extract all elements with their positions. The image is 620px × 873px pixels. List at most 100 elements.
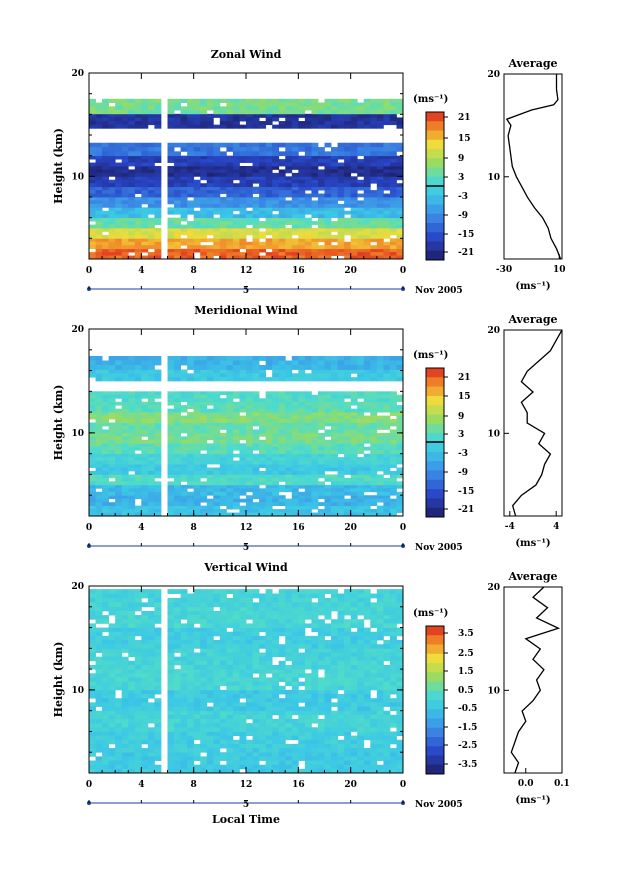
heatmap-cell bbox=[291, 446, 299, 451]
heatmap-cell bbox=[102, 234, 110, 239]
heatmap-cell bbox=[337, 117, 345, 122]
heatmap-cell bbox=[291, 698, 299, 703]
colorbar-segment bbox=[426, 167, 444, 178]
heatmap-cell bbox=[357, 231, 365, 236]
heatmap-cell bbox=[154, 169, 162, 174]
heatmap-cell bbox=[311, 495, 319, 500]
heatmap-cell bbox=[278, 714, 286, 720]
heatmap-cell bbox=[213, 491, 221, 496]
heatmap-cell bbox=[291, 677, 299, 682]
heatmap-cell bbox=[193, 505, 201, 510]
heatmap-cell bbox=[147, 186, 155, 191]
heatmap-cell bbox=[226, 121, 234, 126]
heatmap-cell bbox=[154, 172, 162, 177]
heatmap-cell bbox=[252, 106, 260, 111]
heatmap-cell bbox=[206, 760, 214, 766]
heatmap-cell bbox=[141, 408, 149, 413]
heatmap-cell bbox=[95, 446, 103, 451]
heatmap-cell bbox=[232, 718, 240, 724]
heatmap-cell bbox=[265, 735, 273, 741]
heatmap-cell bbox=[187, 443, 195, 448]
heatmap-cell bbox=[128, 681, 136, 687]
colorbar-segment bbox=[426, 377, 444, 387]
heatmap-cell bbox=[193, 419, 201, 423]
heatmap-cell bbox=[324, 356, 332, 361]
heatmap-cell bbox=[331, 159, 338, 163]
heatmap-cell bbox=[324, 398, 332, 403]
heatmap-cell bbox=[102, 488, 110, 493]
heatmap-cell bbox=[337, 439, 345, 444]
heatmap-cell bbox=[357, 446, 365, 451]
heatmap-cell bbox=[259, 677, 267, 682]
heatmap-cell bbox=[370, 457, 378, 461]
heatmap-cell bbox=[102, 228, 110, 232]
heatmap-cell bbox=[219, 415, 227, 420]
heatmap-cell bbox=[213, 706, 221, 712]
heatmap-cell bbox=[134, 432, 142, 437]
heatmap-cell bbox=[121, 231, 129, 236]
heatmap-cell bbox=[317, 735, 325, 741]
heatmap-cell bbox=[219, 464, 227, 468]
heatmap-cell bbox=[331, 446, 338, 451]
heatmap-cell bbox=[134, 377, 142, 382]
heatmap-cell bbox=[154, 377, 162, 382]
heatmap-cell bbox=[206, 207, 214, 212]
heatmap-cell bbox=[174, 481, 181, 486]
heatmap-cell bbox=[376, 166, 384, 170]
heatmap-cell bbox=[102, 142, 110, 148]
heatmap-cell bbox=[200, 422, 208, 427]
heatmap-cell bbox=[331, 183, 338, 188]
heatmap-cell bbox=[121, 477, 129, 482]
heatmap-cell bbox=[141, 481, 149, 486]
heatmap-cell bbox=[272, 190, 280, 194]
heatmap-cell bbox=[180, 214, 188, 219]
heatmap-cell bbox=[167, 179, 175, 184]
heatmap-cell bbox=[167, 190, 175, 194]
heatmap-cell bbox=[239, 207, 247, 212]
heatmap-cell bbox=[363, 756, 371, 761]
heatmap-cell bbox=[272, 398, 280, 403]
heatmap-cell bbox=[272, 360, 280, 366]
heatmap-cell bbox=[128, 735, 136, 741]
heatmap-cell bbox=[213, 439, 221, 444]
heatmap-cell bbox=[259, 408, 267, 413]
heatmap-cell bbox=[396, 217, 404, 222]
heatmap-cell bbox=[174, 412, 181, 416]
heatmap-cell bbox=[232, 731, 240, 736]
heatmap-cell bbox=[344, 241, 352, 246]
heatmap-cell bbox=[317, 159, 325, 163]
heatmap-cell bbox=[278, 210, 286, 215]
heatmap-cell bbox=[239, 238, 247, 243]
heatmap-cell bbox=[95, 491, 103, 496]
heatmap-cell bbox=[147, 735, 155, 741]
heatmap-cell bbox=[128, 155, 136, 160]
heatmap-cell bbox=[304, 183, 312, 188]
heatmap-cell bbox=[350, 241, 358, 246]
heatmap-cell bbox=[285, 117, 293, 122]
heatmap-cell bbox=[246, 203, 253, 208]
heatmap-cell bbox=[89, 217, 96, 222]
heatmap-cell bbox=[357, 217, 365, 222]
heatmap-cell bbox=[376, 505, 384, 510]
heatmap-cell bbox=[246, 439, 253, 444]
heatmap-cell bbox=[180, 169, 188, 174]
heatmap-cell bbox=[337, 373, 345, 378]
heatmap-cells bbox=[89, 98, 404, 260]
heatmap-cell bbox=[370, 467, 378, 472]
heatmap-cell bbox=[226, 412, 234, 416]
heatmap-cell bbox=[95, 241, 103, 246]
heatmap-cell bbox=[115, 718, 123, 724]
heatmap-cell bbox=[324, 394, 332, 399]
heatmap-cell bbox=[200, 743, 208, 749]
heatmap-cell bbox=[239, 694, 247, 699]
heatmap-cell bbox=[180, 360, 188, 366]
heatmap-cell bbox=[304, 453, 312, 458]
heatmap-cell bbox=[108, 474, 116, 479]
heatmap-cell bbox=[252, 429, 260, 434]
heatmap-cell bbox=[246, 356, 253, 361]
heatmap-cell bbox=[357, 731, 365, 736]
heatmap-cell bbox=[108, 369, 116, 374]
heatmap-cell bbox=[219, 179, 227, 184]
heatmap-cell bbox=[278, 710, 286, 716]
heatmap-cell bbox=[232, 245, 240, 250]
